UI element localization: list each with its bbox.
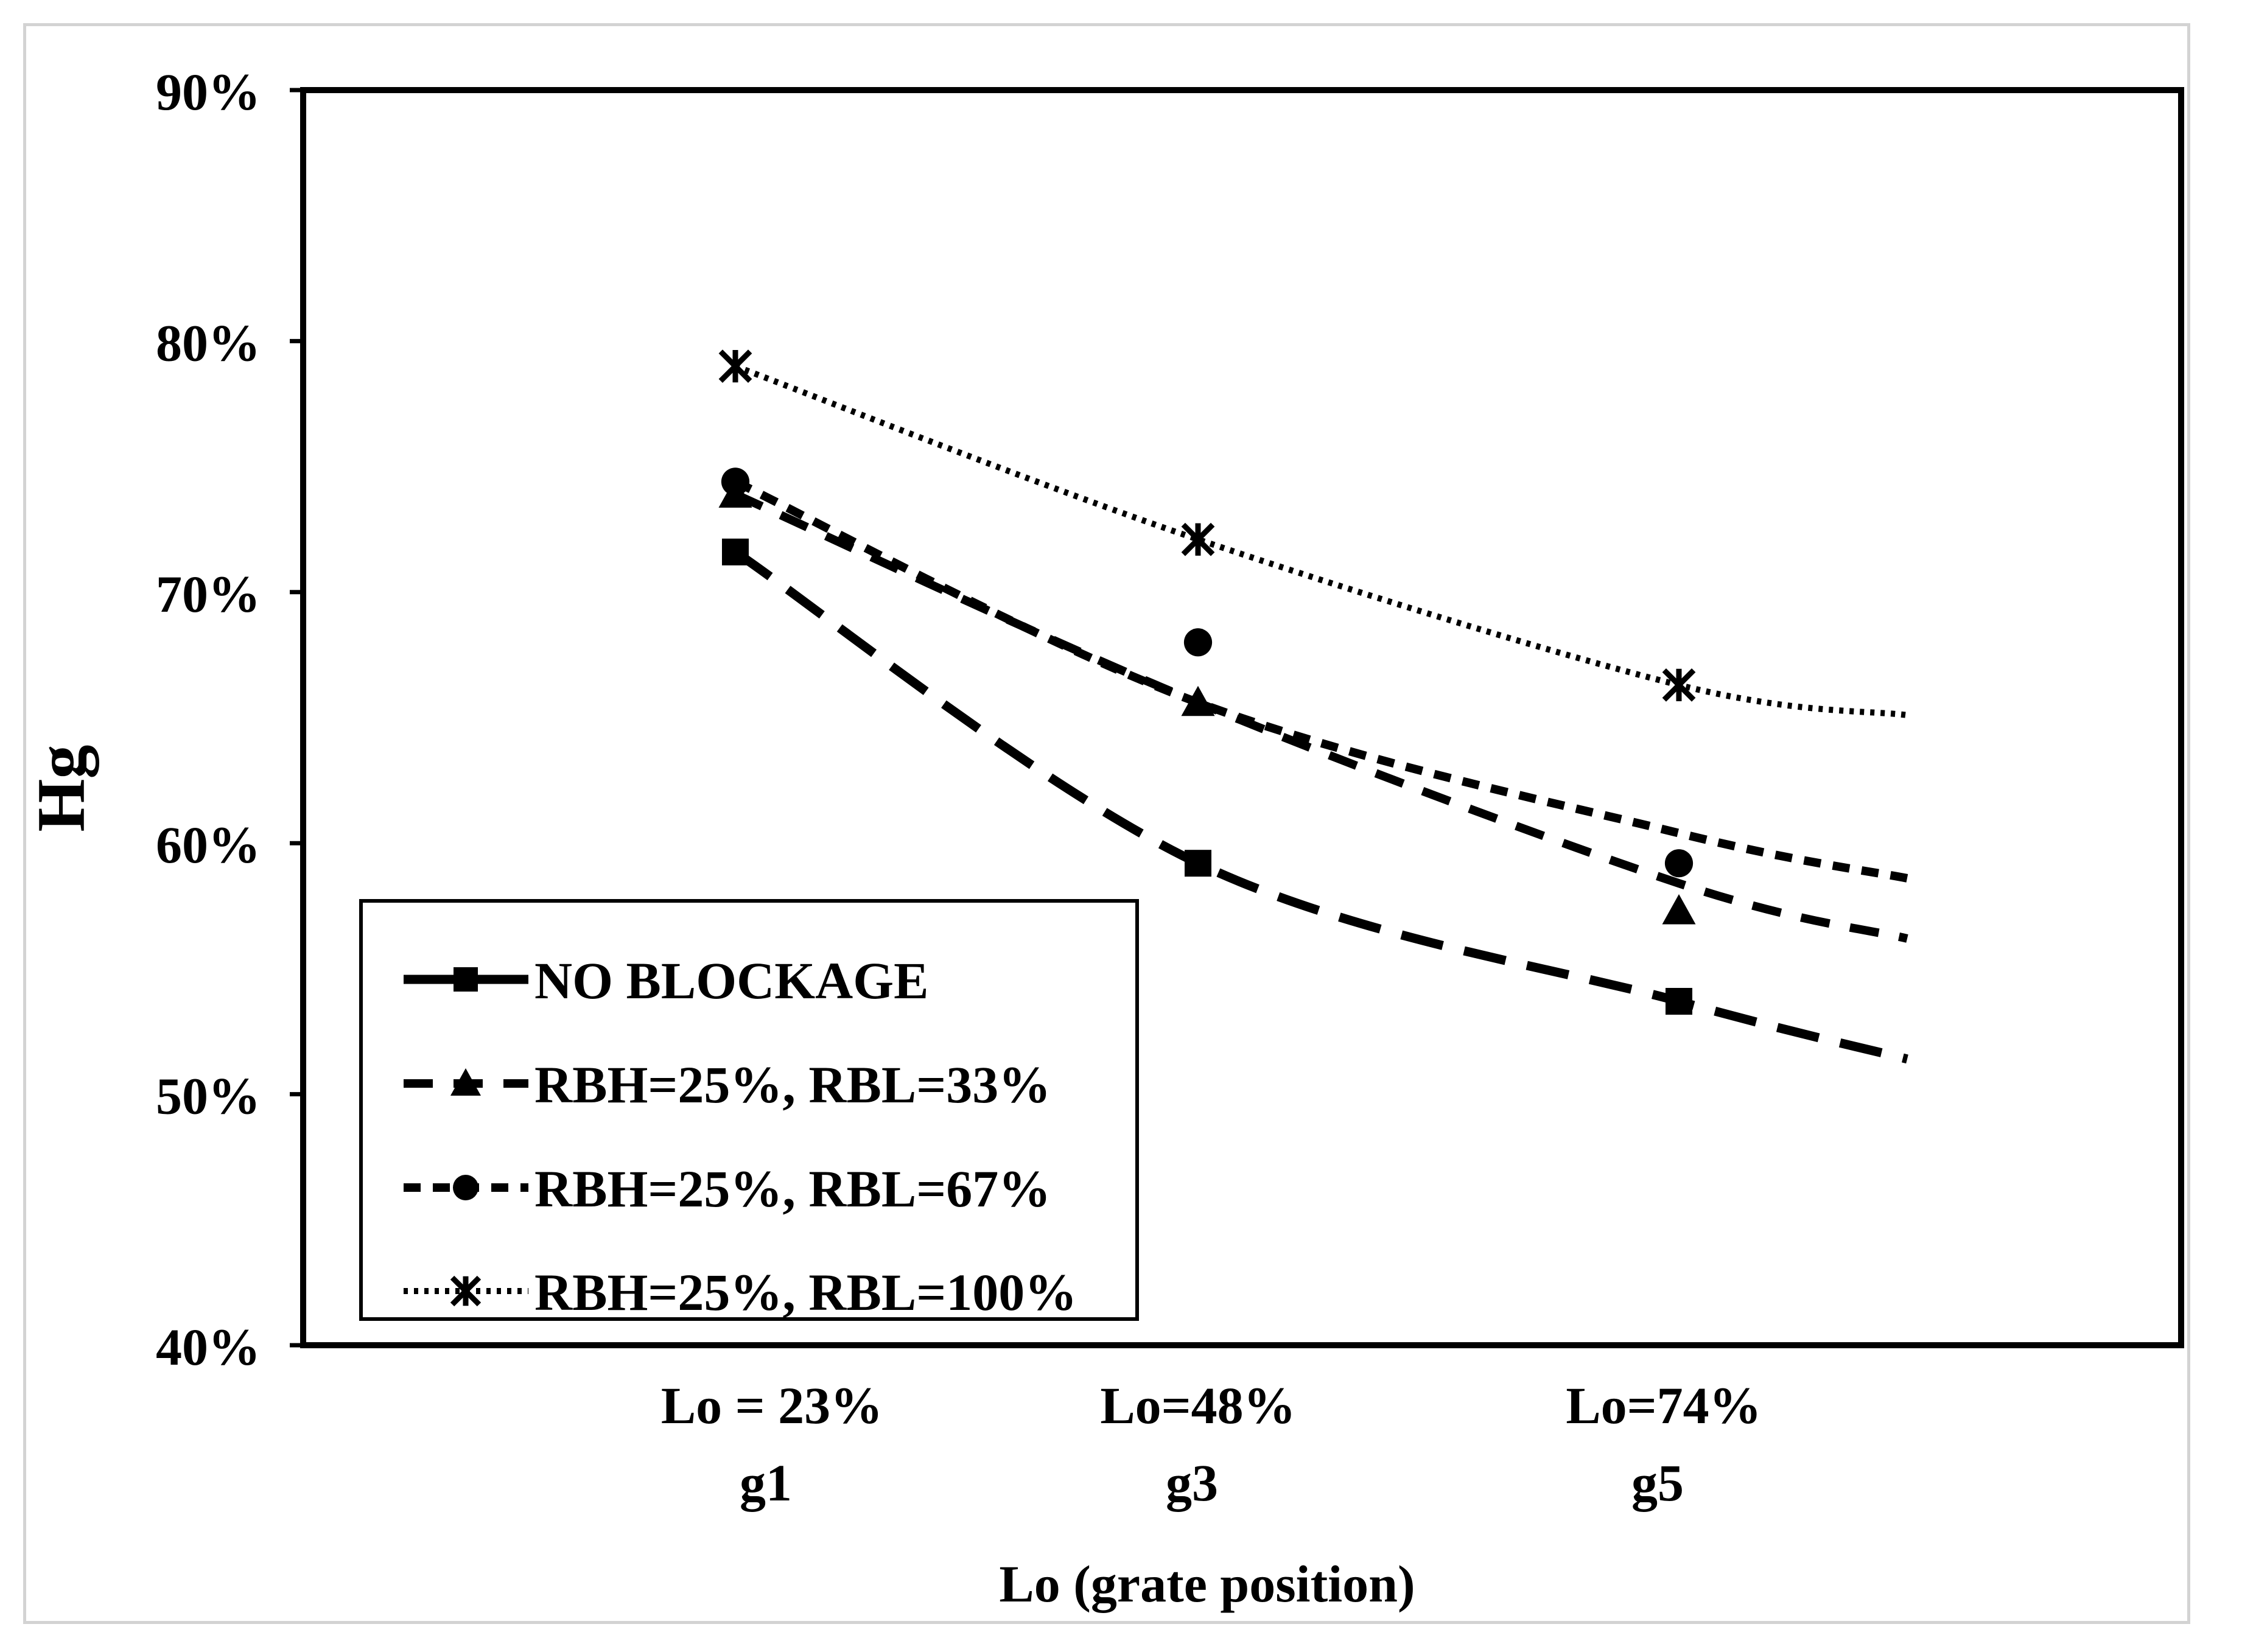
y-tick-label: 70%: [156, 565, 261, 623]
square-marker: [1666, 988, 1692, 1015]
legend-box: [359, 899, 1139, 1321]
legend-label: RBH=25%, RBL=100%: [534, 1263, 1077, 1321]
x-axis-ticks: Lo = 23% g1 Lo=48% g3 Lo=74% g5: [661, 1376, 1762, 1512]
triangle-marker: [1662, 894, 1696, 925]
legend-label: RBH=25%, RBL=67%: [534, 1160, 1051, 1218]
circle-marker: [721, 467, 750, 496]
trend-line: [733, 478, 1908, 883]
triangle-marker: [1181, 685, 1215, 716]
square-marker: [454, 967, 478, 992]
y-tick-label: 60%: [156, 816, 261, 874]
figure-frame: 40% 50% 60% 70% 80% 90% Lo = 23% g1 Lo=48% g3 Lo=…: [23, 23, 2190, 1624]
y-axis-ticks: 40% 50% 60% 70% 80% 90%: [156, 63, 303, 1376]
circle-marker: [1183, 628, 1213, 657]
x-tick-label-group: g5: [1631, 1454, 1684, 1512]
chart-svg: 40% 50% 60% 70% 80% 90% Lo = 23% g1 Lo=48% g3 Lo=…: [26, 26, 2187, 1621]
star-marker: [1662, 668, 1696, 702]
data-markers: [718, 349, 1696, 1015]
square-marker: [1185, 850, 1211, 877]
y-tick-label: 80%: [156, 313, 261, 372]
legend-label: RBH=25%, RBL=33%: [534, 1055, 1051, 1114]
legend: NO BLOCKAGE RBH=25%, RBL=33% RBH=25%, RBL=…: [359, 899, 1139, 1321]
triangle-marker: [450, 1068, 481, 1096]
legend-label: NO BLOCKAGE: [534, 951, 928, 1010]
plot-area-border: [300, 87, 2184, 1348]
circle-marker: [1664, 849, 1694, 878]
star-marker: [1181, 522, 1215, 556]
y-tick-label: 50%: [156, 1067, 261, 1125]
y-tick-label: 90%: [156, 63, 261, 121]
x-tick-label: Lo = 23%: [661, 1376, 883, 1435]
square-marker: [722, 538, 749, 565]
x-axis-label: Lo (grate position): [999, 1555, 1415, 1613]
chart-background: [26, 26, 2187, 1621]
y-tick-label: 40%: [156, 1318, 261, 1376]
circle-marker: [453, 1175, 478, 1200]
x-tick-label: Lo=48%: [1100, 1376, 1295, 1435]
trend-lines: [732, 363, 1908, 1064]
y-axis-label: Hg: [26, 744, 99, 831]
x-tick-label-group: g1: [740, 1454, 792, 1512]
legend-items: NO BLOCKAGE RBH=25%, RBL=33% RBH=25%, RBL=…: [404, 951, 1077, 1321]
star-marker: [450, 1275, 482, 1307]
trend-line: [732, 548, 1908, 1064]
x-tick-label-group: g3: [1166, 1454, 1218, 1512]
trend-line: [734, 363, 1908, 718]
x-tick-label: Lo=74%: [1566, 1376, 1761, 1435]
star-marker: [718, 349, 752, 383]
